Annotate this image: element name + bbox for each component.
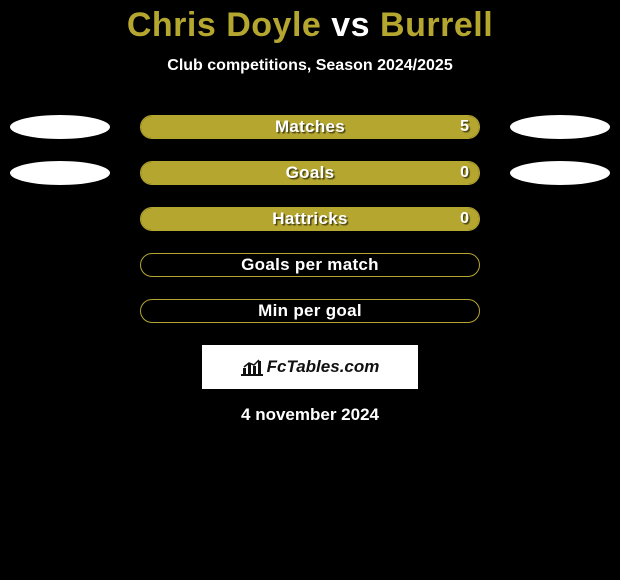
stat-label: Hattricks [141, 208, 479, 230]
title-player1: Chris Doyle [127, 6, 321, 44]
right-ellipse [510, 115, 610, 139]
right-ellipse [510, 161, 610, 185]
stat-label: Matches [141, 116, 479, 138]
subtitle: Club competitions, Season 2024/2025 [0, 57, 620, 75]
stat-bar: Min per goal [140, 299, 480, 323]
stat-label: Goals per match [141, 254, 479, 276]
brand: FcTables.com [241, 357, 380, 377]
stat-row: Hattricks0 [0, 207, 620, 231]
bar-chart-icon [241, 358, 263, 376]
stats-rows: Matches5Goals0Hattricks0Goals per matchM… [0, 115, 620, 323]
brand-box: FcTables.com [202, 345, 418, 389]
title-player2: Burrell [380, 6, 493, 44]
stat-bar: Hattricks0 [140, 207, 480, 231]
stat-row: Matches5 [0, 115, 620, 139]
title-vs: vs [331, 6, 370, 44]
date-text: 4 november 2024 [0, 405, 620, 425]
stat-row: Min per goal [0, 299, 620, 323]
stat-bar: Matches5 [140, 115, 480, 139]
stat-bar: Goals0 [140, 161, 480, 185]
stat-label: Goals [141, 162, 479, 184]
page-title: Chris Doyle vs Burrell [0, 0, 620, 45]
stats-infographic: Chris Doyle vs Burrell Club competitions… [0, 0, 620, 580]
left-ellipse [10, 161, 110, 185]
brand-text: FcTables.com [267, 357, 380, 377]
left-ellipse [10, 115, 110, 139]
stat-label: Min per goal [141, 300, 479, 322]
stat-row: Goals per match [0, 253, 620, 277]
stat-value: 5 [460, 116, 469, 138]
stat-bar: Goals per match [140, 253, 480, 277]
stat-value: 0 [460, 162, 469, 184]
stat-value: 0 [460, 208, 469, 230]
stat-row: Goals0 [0, 161, 620, 185]
